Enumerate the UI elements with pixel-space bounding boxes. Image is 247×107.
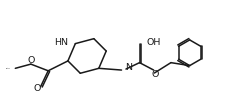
Text: HN: HN bbox=[54, 38, 68, 47]
Text: N: N bbox=[125, 63, 132, 72]
Text: O: O bbox=[27, 56, 35, 65]
Text: O: O bbox=[34, 84, 41, 93]
Text: OH: OH bbox=[146, 38, 161, 47]
Text: methyl: methyl bbox=[6, 68, 11, 69]
Text: O: O bbox=[152, 70, 159, 79]
